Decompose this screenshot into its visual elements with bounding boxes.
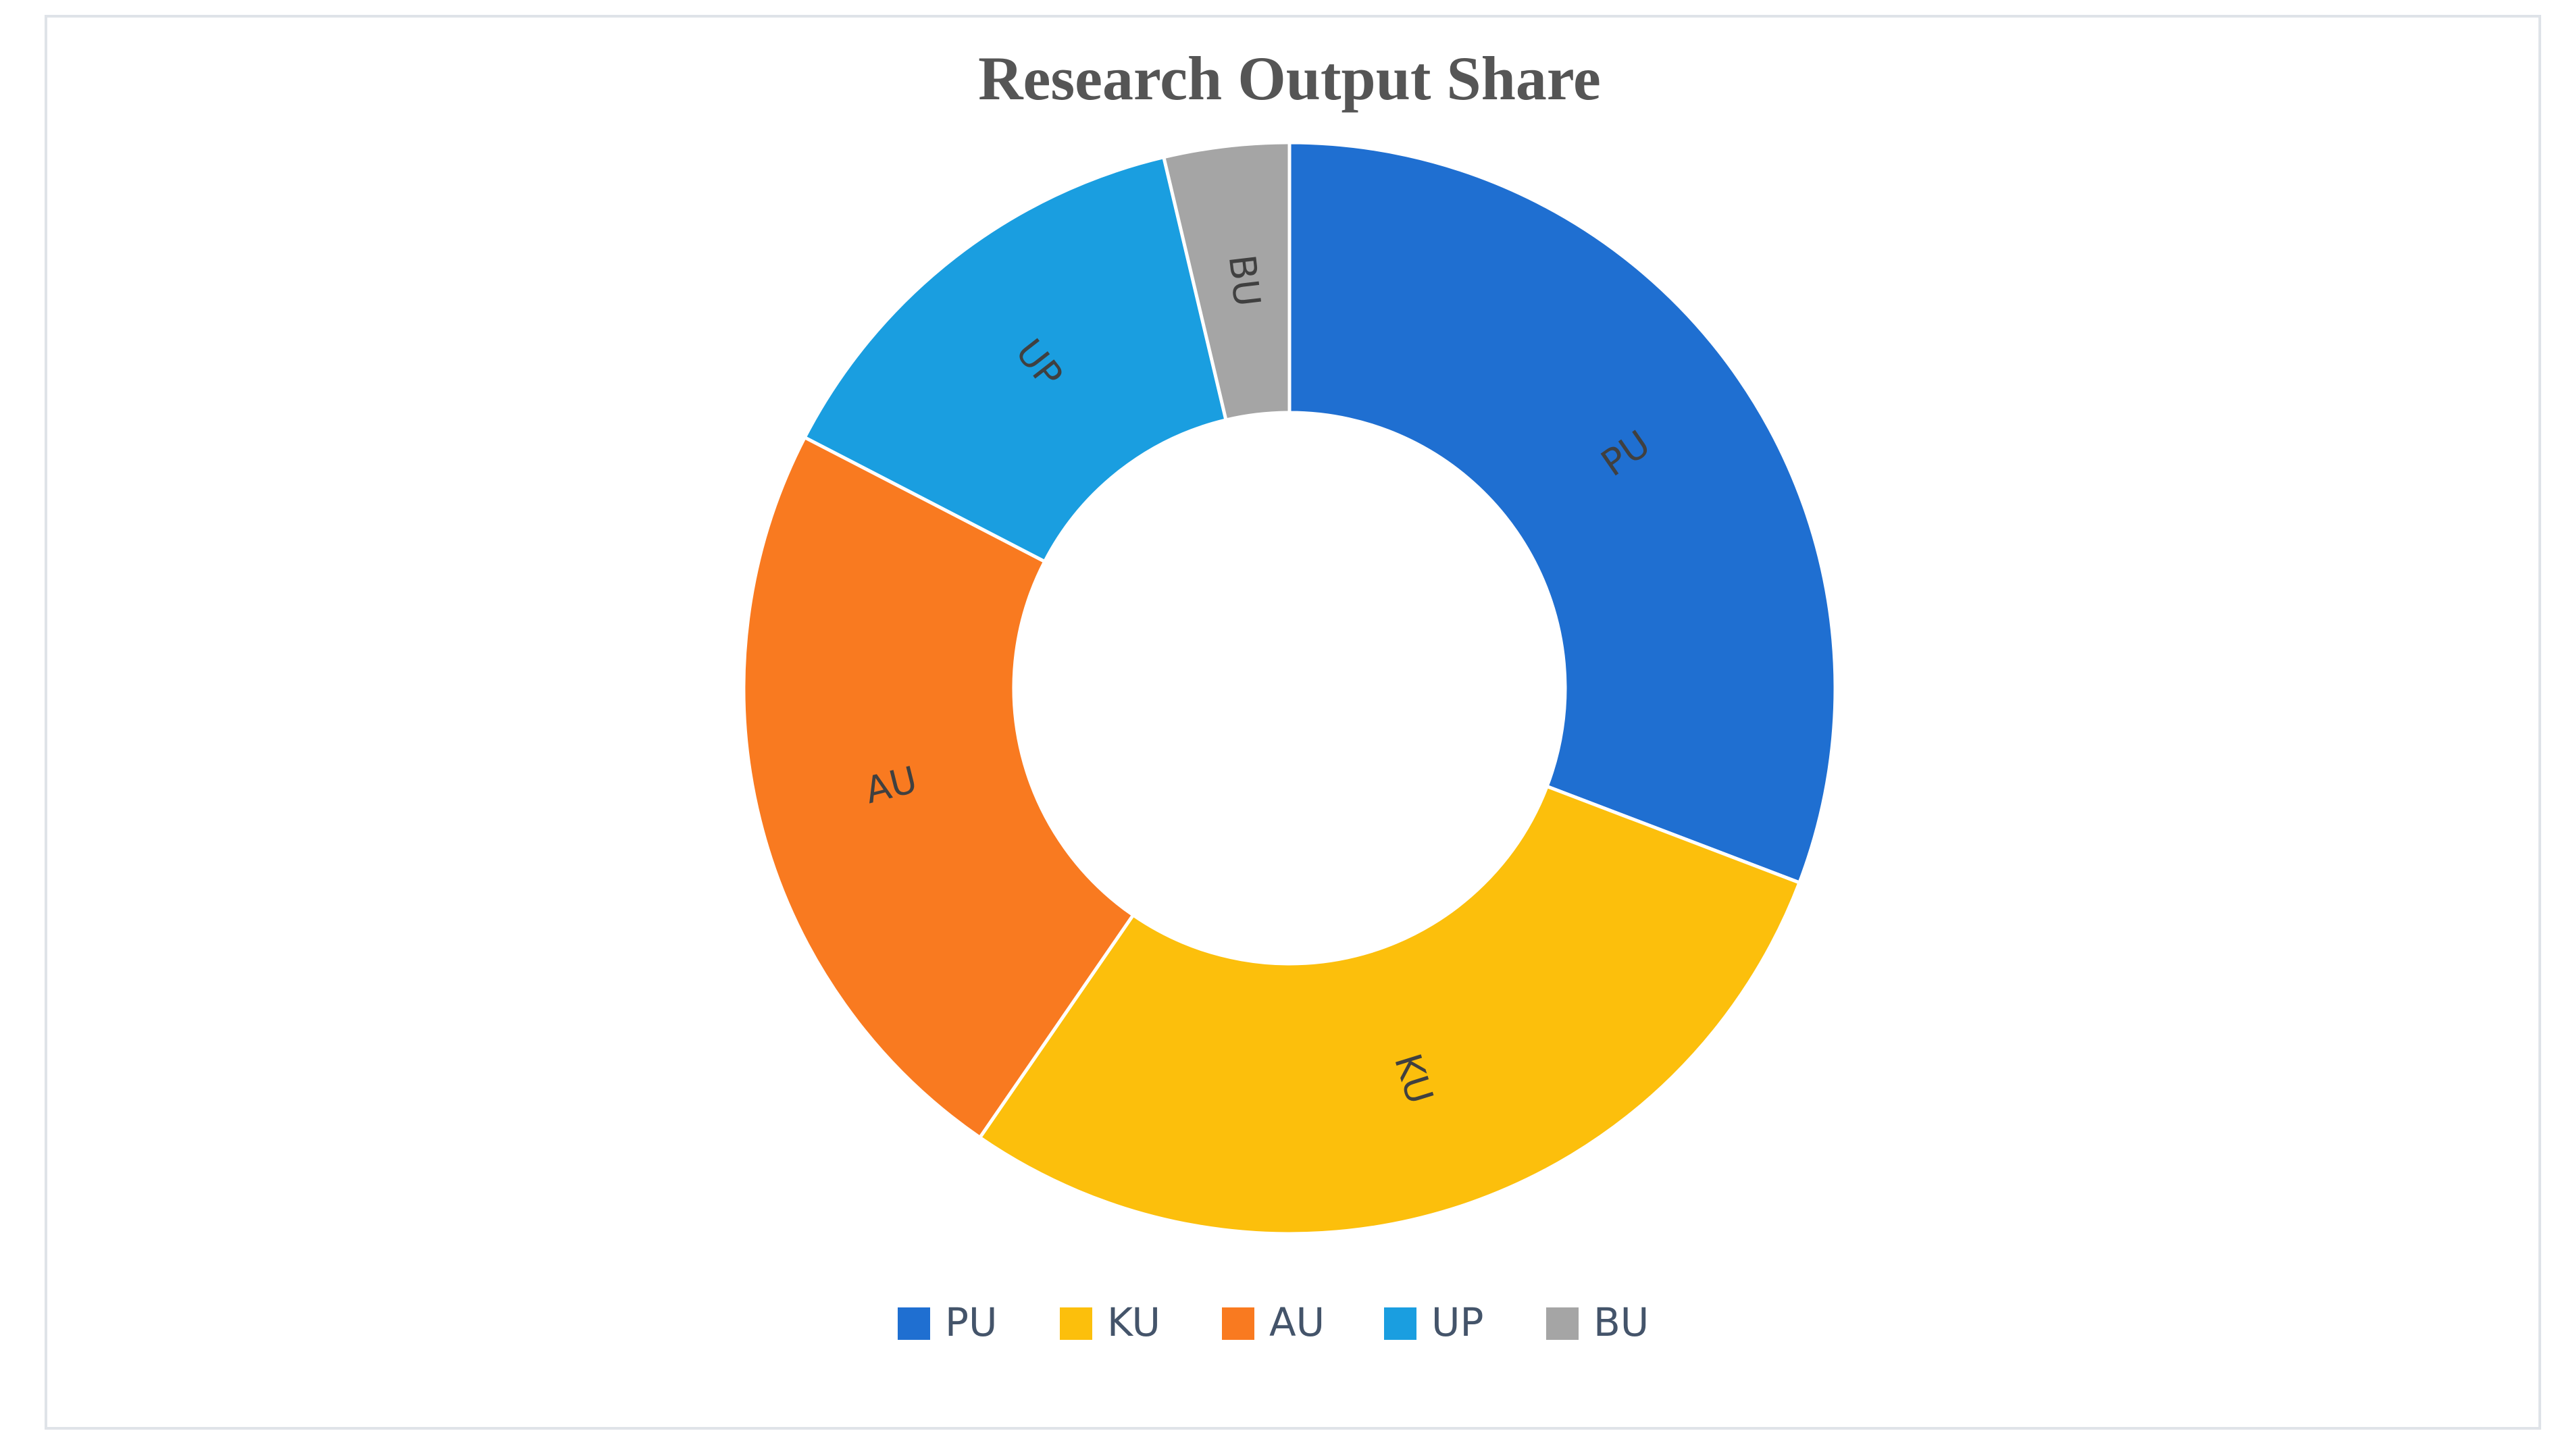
donut-slice bbox=[977, 784, 1802, 1236]
legend-swatch bbox=[1384, 1307, 1416, 1340]
legend-swatch bbox=[1060, 1307, 1092, 1340]
donut-slice bbox=[1161, 140, 1292, 422]
legend-swatch bbox=[1222, 1307, 1254, 1340]
legend-label: AU bbox=[1269, 1299, 1325, 1345]
legend-swatch bbox=[898, 1307, 930, 1340]
donut-slice bbox=[802, 155, 1229, 564]
legend-swatch bbox=[1546, 1307, 1579, 1340]
donut-slice bbox=[1287, 140, 1837, 885]
donut-slice bbox=[742, 435, 1136, 1140]
chart-title: Research Output Share bbox=[978, 44, 1601, 113]
legend-label: PU bbox=[945, 1299, 997, 1345]
legend-label: KU bbox=[1107, 1299, 1160, 1345]
legend-label: BU bbox=[1593, 1299, 1649, 1345]
legend-label: UP bbox=[1431, 1299, 1483, 1345]
slice-label: BU bbox=[1221, 253, 1269, 309]
